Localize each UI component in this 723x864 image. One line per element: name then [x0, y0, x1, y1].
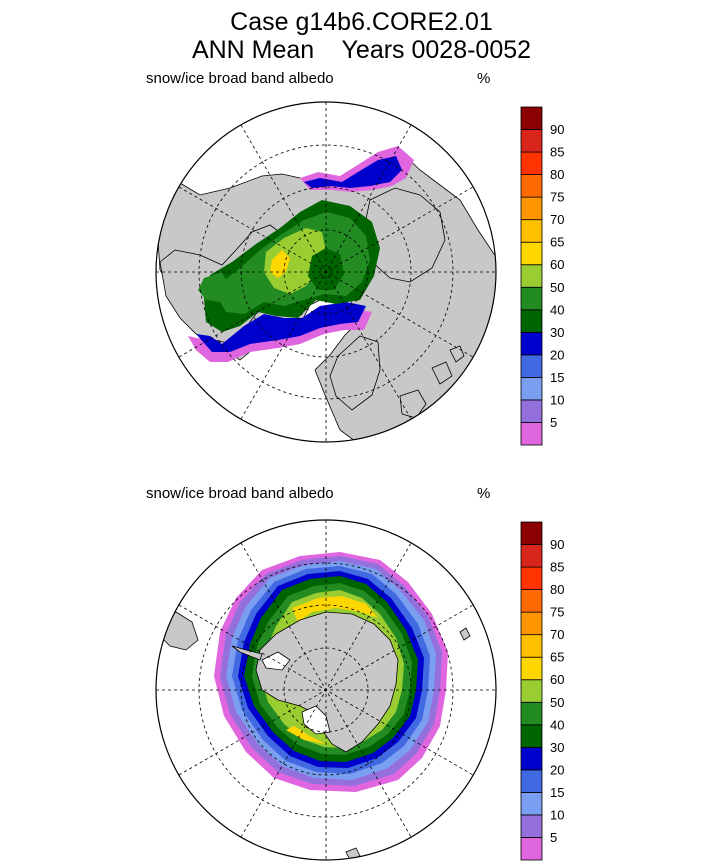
south-colorbar-color-box — [520, 769, 543, 793]
north-colorbar-color-box — [520, 196, 543, 221]
south-colorbar-color-box — [520, 701, 543, 726]
south-colorbar-tick-label: 60 — [550, 672, 564, 687]
north-colorbar-color-box — [520, 422, 543, 446]
north-colorbar-color-box — [520, 174, 543, 198]
north-ice-blue — [304, 156, 402, 188]
south-land-peninsula — [231, 645, 263, 661]
south-colorbar-color-box — [520, 724, 543, 748]
north-units: % — [477, 70, 491, 87]
north-ice-yellow — [270, 250, 290, 278]
south-colorbar-color-box — [520, 814, 543, 838]
south-colorbar-tick-label: 20 — [550, 762, 564, 777]
south-ice-yellow — [292, 596, 378, 622]
north-colorbar-color-box — [520, 399, 543, 423]
north-ice-blue-atlantic — [196, 302, 366, 352]
south-units: % — [477, 485, 491, 502]
north-colorbar-tick-label: 5 — [550, 415, 557, 430]
north-colorbar-tick-label: 50 — [550, 280, 564, 295]
north-colorbar-color-box — [520, 129, 543, 153]
south-colorbar-tick-label: 30 — [550, 740, 564, 755]
south-colorbar-color-box — [520, 679, 543, 703]
north-colorbar-tick-label: 75 — [550, 190, 564, 205]
south-colorbar-color-box — [520, 792, 543, 816]
north-colorbar-tick-label: 10 — [550, 392, 564, 407]
north-polar-map — [155, 101, 497, 443]
title-case: Case g14b6.CORE2.01 — [230, 8, 493, 36]
north-ice-hudson — [198, 272, 230, 302]
north-colorbar-color-box — [520, 219, 543, 243]
south-colorbar-color-box — [520, 611, 543, 636]
south-colorbar-tick-label: 90 — [550, 537, 564, 552]
south-colorbar-tick-label: 70 — [550, 627, 564, 642]
north-colorbar-color-box — [520, 376, 543, 401]
north-colorbar-color-box — [520, 354, 543, 378]
north-colorbar-color-box — [520, 241, 543, 266]
south-map-border — [155, 519, 497, 861]
north-colorbar-tick-label: 60 — [550, 257, 564, 272]
north-land-islands — [399, 345, 465, 419]
north-colorbar-tick-label: 90 — [550, 122, 564, 137]
south-colorbar-color-box — [520, 837, 543, 861]
title-period: ANN Mean Years 0028-0052 — [191, 36, 532, 64]
south-colorbar-tick-label: 15 — [550, 785, 564, 800]
south-colorbar-tick-label: 40 — [550, 717, 564, 732]
south-colorbar-tick-label: 50 — [550, 695, 564, 710]
north-colorbar-tick-label: 30 — [550, 325, 564, 340]
south-colorbar-color-box — [520, 544, 543, 568]
south-polar-map — [155, 519, 497, 861]
south-colorbar-color-box — [520, 521, 543, 545]
south-ice-yellow-ross — [286, 726, 326, 744]
north-colorbar-tick-label: 15 — [550, 370, 564, 385]
north-ice-core-darkgreen — [308, 248, 344, 290]
south-colorbar-tick-label: 10 — [550, 807, 564, 822]
south-graticule — [156, 520, 496, 860]
south-colorbar-color-box — [520, 746, 543, 771]
north-colorbar-tick-label: 85 — [550, 145, 564, 160]
north-colorbar-tick-label: 70 — [550, 212, 564, 227]
north-colorbar-tick-label: 65 — [550, 235, 564, 250]
north-colorbar-color-box — [520, 286, 543, 311]
north-colorbar-color-box — [520, 151, 543, 175]
south-colorbar-tick-label: 80 — [550, 582, 564, 597]
south-colorbar-color-box — [520, 656, 543, 681]
north-colorbar-color-box — [520, 264, 543, 288]
north-map-border — [155, 101, 497, 443]
north-colorbar-tick-label: 20 — [550, 347, 564, 362]
north-colorbar-tick-label: 80 — [550, 167, 564, 182]
south-colorbar-tick-label: 75 — [550, 605, 564, 620]
south-colorbar-color-box — [520, 566, 543, 590]
north-land-scandinavia — [329, 335, 381, 411]
south-colorbar: 5 10 15 20 30 40 50 60 65 70 75 80 85 90 — [520, 521, 564, 861]
south-colorbar-tick-label: 65 — [550, 650, 564, 665]
south-field-label: snow/ice broad band albedo — [146, 485, 334, 502]
south-colorbar-color-box — [520, 634, 543, 658]
south-colorbar-tick-label: 85 — [550, 560, 564, 575]
north-colorbar: 5 10 15 20 30 40 50 60 65 70 75 80 85 90 — [520, 106, 564, 446]
south-colorbar-color-box — [520, 589, 543, 613]
north-colorbar-tick-label: 40 — [550, 302, 564, 317]
north-graticule — [156, 102, 496, 442]
south-colorbar-tick-label: 5 — [550, 830, 557, 845]
north-field-label: snow/ice broad band albedo — [146, 70, 334, 87]
south-land-antarctica — [255, 611, 399, 753]
north-colorbar-color-box — [520, 331, 543, 356]
north-colorbar-color-box — [520, 309, 543, 333]
north-colorbar-color-box — [520, 106, 543, 130]
